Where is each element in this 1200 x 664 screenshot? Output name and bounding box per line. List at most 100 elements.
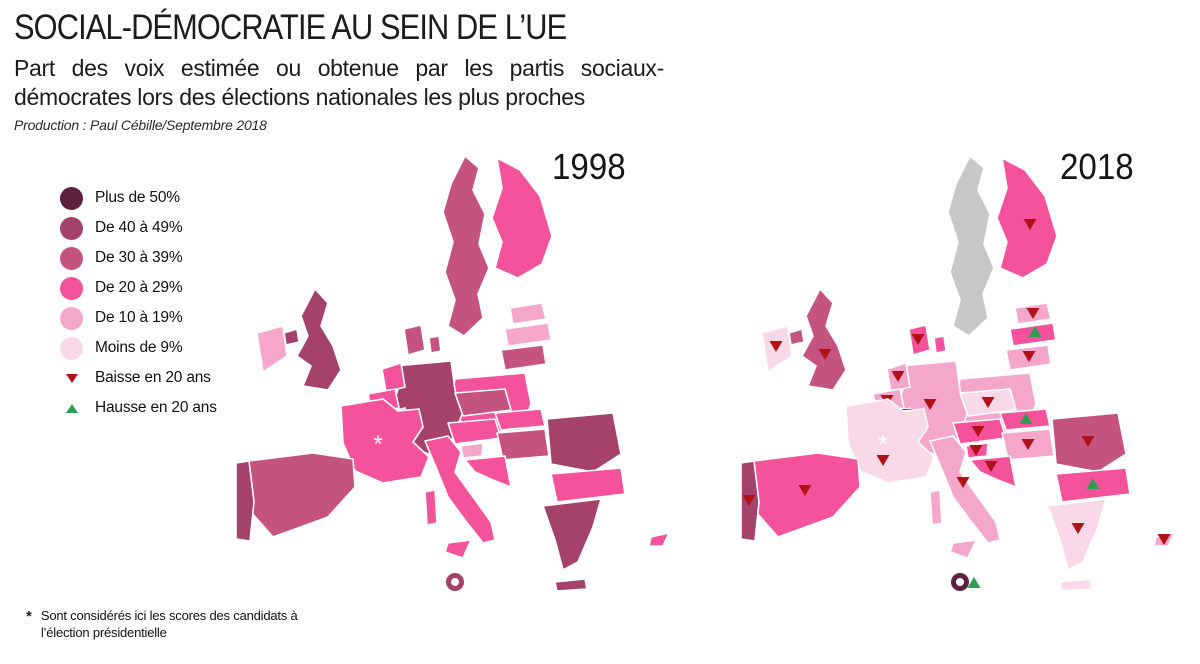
trend-down-icon (956, 477, 970, 488)
country-denmark (428, 335, 442, 354)
legend-label: De 40 à 49% (95, 219, 183, 236)
country-croatia (969, 455, 1017, 488)
trend-down-icon (971, 426, 985, 437)
country-slovenia (460, 442, 484, 459)
country-spain (247, 452, 356, 538)
country-sweden (947, 155, 995, 337)
country-finland (491, 157, 553, 279)
country-greece (554, 578, 588, 592)
europe-map-2018: * (740, 155, 1175, 592)
legend-color-dot (60, 336, 83, 360)
country-slovakia (494, 408, 546, 431)
country-bulgaria (550, 467, 626, 503)
country-italy (444, 539, 472, 559)
country-italy (929, 435, 1001, 544)
country-italy (929, 489, 943, 526)
trend-down-icon (1071, 523, 1085, 534)
map-2018: * (737, 142, 1200, 602)
legend-item-cat_50plus: Plus de 50% (60, 183, 217, 213)
country-italy (949, 539, 977, 559)
triangle-down-icon (60, 373, 83, 383)
footnote-text: Sont considérés ici les scores des candi… (40, 608, 298, 640)
legend-label: De 10 à 19% (95, 309, 183, 326)
trend-down-icon (923, 399, 937, 410)
trend-down-icon (981, 397, 995, 408)
trend-down-icon (1157, 534, 1171, 545)
legend-item-cat_9: Moins de 9% (60, 333, 217, 363)
country-romania (546, 412, 622, 473)
legend-label: Moins de 9% (95, 339, 183, 356)
country-austria (447, 418, 502, 445)
country-croatia (464, 455, 512, 488)
trend-down-icon (1081, 436, 1095, 447)
trend-up-icon (1019, 413, 1033, 424)
country-uk (788, 328, 805, 346)
legend-item-cat_30: De 30 à 39% (60, 243, 217, 273)
trend-down-icon (742, 495, 756, 506)
trend-down-icon (1021, 439, 1035, 450)
page-title: SOCIAL-DÉMOCRATIE AU SEIN DE L’UE (14, 8, 567, 47)
page-subtitle: Part des voix estimée ou obtenue par les… (14, 55, 664, 111)
legend-label: Baisse en 20 ans (95, 369, 211, 386)
legend-label: Hausse en 20 ans (95, 399, 217, 416)
country-netherlands (381, 362, 406, 393)
country-greece (1059, 578, 1093, 592)
legend-item-cat_10: De 10 à 19% (60, 303, 217, 333)
legend-label: De 20 à 29% (95, 279, 183, 296)
legend-color-dot (60, 186, 83, 210)
footnote: * Sont considérés ici les scores des can… (26, 608, 329, 642)
europe-map-1998: * (235, 155, 670, 592)
production-credit: Production : Paul Cébille/Septembre 2018 (14, 116, 267, 133)
legend-item-cat_40: De 40 à 49% (60, 213, 217, 243)
legend: Plus de 50% De 40 à 49% De 30 à 39% De 20 à… (60, 183, 217, 423)
footnote-asterisk: * (26, 608, 32, 625)
trend-down-icon (818, 349, 832, 360)
map-year-label-2018: 2018 (1060, 146, 1134, 187)
legend-item-trend-up: Hausse en 20 ans (60, 393, 217, 423)
country-latvia (504, 322, 552, 347)
country-estonia (509, 302, 547, 325)
country-denmark (403, 324, 426, 356)
country-hungary (496, 428, 550, 461)
country-czechia (454, 388, 512, 417)
trend-down-icon (911, 334, 925, 345)
country-cyprus (648, 532, 670, 547)
country-portugal (235, 460, 255, 542)
presidential-asterisk: * (373, 431, 382, 458)
header: SOCIAL-DÉMOCRATIE AU SEIN DE L’UE Part d… (14, 8, 664, 133)
country-greece (542, 498, 602, 571)
country-greece (1047, 498, 1107, 571)
legend-color-dot (60, 276, 83, 300)
trend-down-icon (1023, 219, 1037, 230)
trend-up-icon (967, 577, 981, 588)
map-1998: * (232, 142, 702, 602)
legend-color-dot (60, 246, 83, 270)
country-finland (996, 157, 1058, 279)
trend-up-icon (1028, 326, 1042, 337)
country-lithuania (500, 344, 547, 371)
trend-down-icon (891, 371, 905, 382)
legend-color-dot (60, 306, 83, 330)
country-sweden (442, 155, 490, 337)
country-ireland (256, 325, 288, 373)
country-malta (446, 573, 464, 591)
country-italy (424, 489, 438, 526)
trend-up-icon (1086, 478, 1100, 489)
map-year-label-1998: 1998 (552, 146, 626, 187)
legend-item-trend-down: Baisse en 20 ans (60, 363, 217, 393)
trend-down-icon (984, 461, 998, 472)
trend-down-icon (798, 485, 812, 496)
country-denmark (933, 335, 947, 354)
triangle-up-icon (60, 403, 83, 413)
country-uk (296, 288, 342, 391)
trend-down-icon (1022, 351, 1036, 362)
presidential-asterisk: * (878, 431, 887, 458)
trend-down-icon (1026, 308, 1040, 319)
legend-color-dot (60, 216, 83, 240)
country-spain (752, 452, 861, 538)
legend-item-cat_20: De 20 à 29% (60, 273, 217, 303)
country-italy (424, 435, 496, 544)
trend-down-icon (969, 445, 983, 456)
legend-label: Plus de 50% (95, 189, 180, 206)
